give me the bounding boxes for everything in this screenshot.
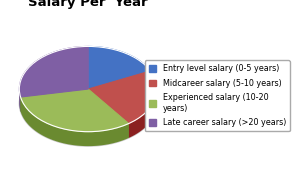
Polygon shape (19, 47, 88, 97)
Ellipse shape (19, 61, 157, 146)
Polygon shape (129, 89, 157, 138)
Polygon shape (21, 89, 88, 111)
Polygon shape (21, 89, 88, 111)
Polygon shape (88, 89, 129, 138)
Polygon shape (88, 71, 157, 124)
Polygon shape (21, 89, 129, 132)
Title: Salary Per  Year: Salary Per Year (29, 0, 148, 9)
Legend: Entry level salary (0-5 years), Midcareer salary (5-10 years), Experienced salar: Entry level salary (0-5 years), Midcaree… (145, 60, 290, 131)
Polygon shape (19, 89, 21, 111)
Polygon shape (88, 47, 151, 89)
Polygon shape (88, 89, 129, 138)
Polygon shape (21, 97, 129, 146)
